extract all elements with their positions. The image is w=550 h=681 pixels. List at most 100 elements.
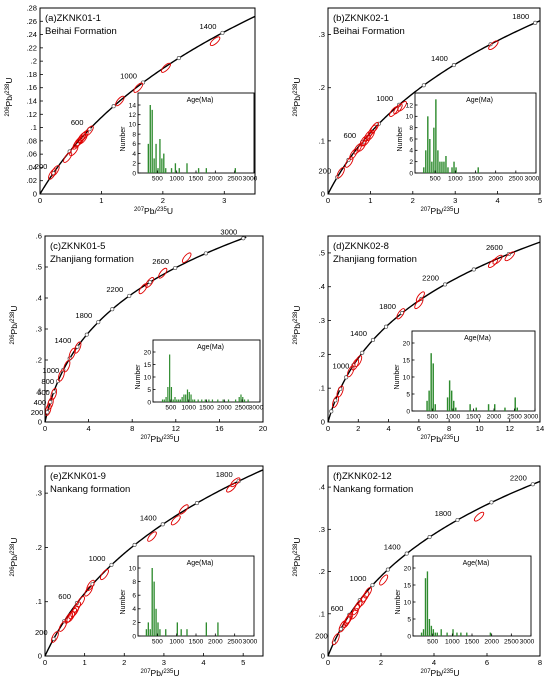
data-ellipse bbox=[147, 531, 157, 542]
histogram-bar bbox=[420, 632, 423, 636]
x-tick-label: 0 bbox=[38, 196, 42, 205]
histogram-y-tick-label: 14 bbox=[129, 102, 137, 109]
x-tick-label: 8 bbox=[130, 424, 134, 433]
histogram-frame bbox=[137, 92, 255, 174]
age-label: 2200 bbox=[510, 473, 527, 482]
histogram-x-tick-label: 1000 bbox=[446, 414, 461, 421]
x-tick-label: 1 bbox=[83, 658, 87, 667]
data-ellipse bbox=[226, 482, 237, 493]
y-tick-label: 0 bbox=[38, 652, 42, 661]
histogram-x-tick-label: 500 bbox=[427, 414, 438, 421]
histogram-bar bbox=[192, 399, 194, 402]
histogram-bars bbox=[426, 353, 518, 411]
histogram-y-ticks: 0 2 4 6 8 10 12 bbox=[406, 102, 418, 177]
histogram-y-tick-label: 0 bbox=[147, 399, 151, 406]
histogram-y-label: Number bbox=[394, 364, 401, 390]
age-label: 600 bbox=[343, 131, 356, 140]
histogram-bar bbox=[151, 568, 153, 636]
histogram-bar bbox=[186, 163, 188, 173]
histogram-bar bbox=[424, 578, 427, 636]
x-tick-label: 1 bbox=[368, 196, 372, 205]
histogram-y-tick-label: 5 bbox=[406, 391, 410, 398]
histogram-bar bbox=[186, 629, 188, 636]
age-label: 2200 bbox=[106, 285, 123, 294]
histogram-bar bbox=[456, 632, 458, 636]
histogram-bars bbox=[423, 99, 479, 173]
histogram-y-tick-label: 20 bbox=[404, 565, 412, 572]
x-axis-ticks: 0 2 4 6 8 bbox=[326, 653, 542, 667]
x-tick-label: 0 bbox=[326, 196, 330, 205]
histogram-bar bbox=[460, 632, 462, 636]
y-tick-label: .02 bbox=[26, 176, 37, 185]
y-tick-label: .08 bbox=[26, 136, 37, 145]
histogram-y-tick-label: 20 bbox=[144, 349, 152, 356]
histogram-bar bbox=[170, 168, 173, 173]
age-label: 200 bbox=[319, 166, 332, 175]
histogram-x-tick-label: 3000 bbox=[249, 405, 264, 412]
histogram-bar bbox=[504, 407, 506, 411]
age-label: 1000 bbox=[350, 574, 367, 583]
histogram-bar bbox=[428, 390, 430, 411]
panel-title: (e)ZKNK01-9 bbox=[50, 471, 106, 482]
data-ellipse bbox=[354, 355, 363, 368]
age-marker bbox=[370, 337, 376, 343]
histogram-y-tick-label: 8 bbox=[132, 131, 136, 138]
age-label: 200 bbox=[35, 628, 48, 637]
histogram-bar bbox=[426, 571, 429, 636]
histogram-y-tick-label: 15 bbox=[403, 357, 411, 364]
y-tick-label: .26 bbox=[26, 17, 37, 26]
histogram-x-tick-label: 1000 bbox=[445, 639, 460, 646]
age-label: 1400 bbox=[140, 513, 157, 522]
histogram-x-ticks: 500 1000 1500 2000 2500 3000 bbox=[152, 633, 258, 646]
age-marker bbox=[173, 265, 178, 271]
histogram-bar bbox=[429, 139, 431, 173]
histogram-y-tick-label: 15 bbox=[404, 582, 412, 589]
concordia-curve bbox=[327, 241, 541, 423]
histogram-bar bbox=[178, 168, 180, 173]
y-tick-label: 0 bbox=[33, 190, 37, 199]
histogram-bar bbox=[453, 161, 455, 173]
x-tick-label: 3 bbox=[453, 196, 457, 205]
histogram-x-tick-label: 500 bbox=[430, 176, 441, 183]
histogram-bar bbox=[451, 167, 453, 173]
histogram-bar bbox=[242, 397, 244, 402]
histogram-bar bbox=[227, 399, 230, 402]
histogram-bar bbox=[494, 404, 496, 411]
histogram-y-tick-label: 6 bbox=[409, 136, 413, 143]
histogram-bar bbox=[430, 625, 433, 636]
histogram-y-tick-label: 10 bbox=[406, 114, 414, 121]
histogram-bar bbox=[217, 399, 219, 402]
histogram-y-ticks: 0 2 4 6 8 10 bbox=[129, 565, 141, 640]
y-tick-label: .22 bbox=[26, 43, 37, 52]
data-ellipse bbox=[47, 397, 54, 410]
x-tick-label: 12 bbox=[172, 424, 180, 433]
y-tick-label: .6 bbox=[36, 232, 42, 241]
histogram-bar bbox=[441, 161, 443, 173]
x-tick-label: 2 bbox=[161, 196, 165, 205]
x-axis-ticks: 0 2 4 6 8 10 12 14 bbox=[326, 419, 544, 433]
data-ellipse bbox=[84, 125, 94, 137]
histogram-bar bbox=[204, 399, 206, 402]
histogram-bar bbox=[234, 168, 236, 173]
histogram-y-tick-label: 12 bbox=[406, 102, 414, 109]
y-tick-label: .2 bbox=[319, 567, 325, 576]
histogram-bar bbox=[208, 399, 210, 402]
histogram-bar bbox=[149, 105, 151, 173]
panel-subtitle: Beihai Formation bbox=[333, 26, 405, 37]
histogram-bar bbox=[163, 153, 165, 173]
histogram-bar bbox=[170, 387, 173, 402]
histogram-y-tick-label: 0 bbox=[409, 170, 413, 177]
y-axis-ticks: 0 .02 .04 .06 .08 .1 .12 .14 .16 .18 .2 .22 .24 .26 .2… bbox=[26, 4, 43, 199]
concordia-curve bbox=[44, 236, 247, 423]
age-label: 600 bbox=[58, 592, 71, 601]
y-axis-label: 206Pb/238U bbox=[4, 78, 14, 117]
age-label: 2600 bbox=[486, 243, 503, 252]
histogram-x-tick-label: 1000 bbox=[169, 639, 184, 646]
data-ellipse bbox=[178, 504, 189, 515]
x-tick-label: 14 bbox=[536, 424, 544, 433]
histogram-x-ticks: 500 1000 1500 2000 2500 3000 bbox=[427, 408, 539, 421]
histogram-bar bbox=[205, 168, 207, 173]
data-ellipses bbox=[50, 477, 241, 643]
